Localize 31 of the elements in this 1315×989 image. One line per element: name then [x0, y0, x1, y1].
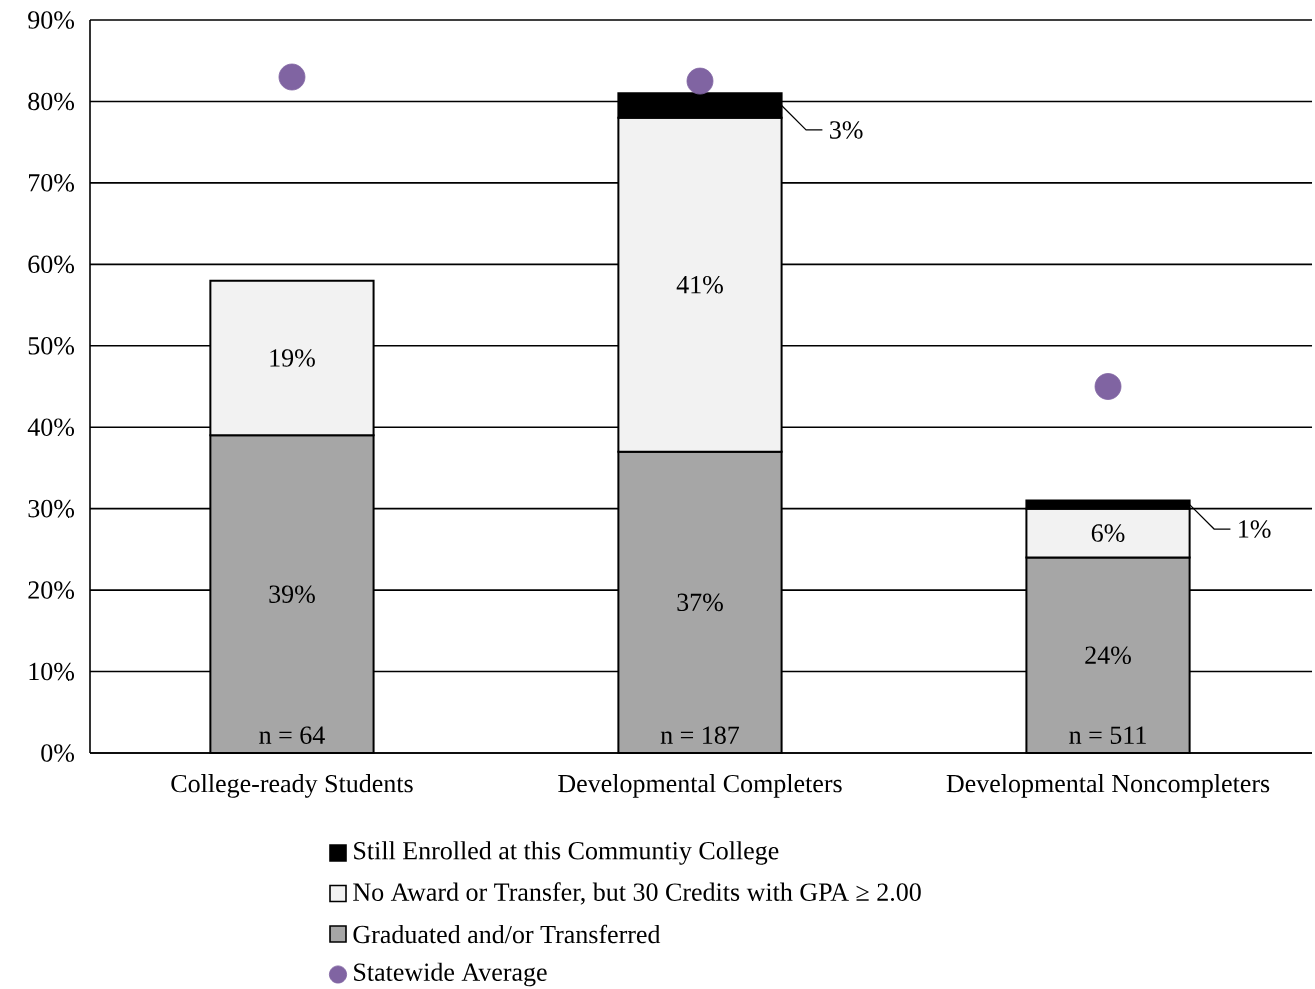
data-label: 6% — [1091, 524, 1125, 542]
legend-label: Still Enrolled at this Communtiy College — [354, 841, 779, 865]
data-label: 19% — [270, 349, 315, 367]
annotation: n = 64 — [259, 726, 325, 744]
data-label: 39% — [269, 585, 315, 603]
legend-label: Statewide Average — [354, 962, 547, 987]
legend-label: No Award or Transfer, but 30 Credits with GPA ≥ 2.00 — [353, 882, 921, 905]
y-tick-label: 60% — [28, 255, 75, 274]
x-tick-label: Developmental Noncompleters — [946, 774, 1270, 798]
y-tick-label: 30% — [28, 499, 75, 518]
point — [1094, 373, 1122, 400]
annotation: n = 511 — [1069, 726, 1146, 744]
point — [278, 63, 306, 91]
data-label: 24% — [1085, 646, 1131, 665]
annotation: n = 187 — [660, 726, 740, 744]
x-tick-label: Developmental Completers — [558, 774, 842, 798]
y-tick-label: 70% — [29, 174, 75, 192]
data-label: 37% — [677, 593, 723, 612]
point — [686, 67, 714, 95]
y-tick-label: 40% — [27, 418, 75, 437]
y-tick-label: 90% — [28, 11, 75, 29]
y-tick-label: 50% — [28, 336, 75, 355]
data-label: 3% — [830, 121, 863, 139]
y-tick-label: 10% — [29, 662, 75, 681]
y-tick-label: 80% — [28, 92, 75, 111]
legend-label: Graduated and/or Transferred — [353, 924, 661, 944]
y-tick-label: 0% — [41, 744, 75, 762]
y-tick-label: 20% — [28, 581, 75, 599]
data-label: 41% — [676, 275, 723, 294]
data-label: 1% — [1239, 520, 1271, 538]
x-tick-label: College-ready Students — [171, 774, 413, 798]
